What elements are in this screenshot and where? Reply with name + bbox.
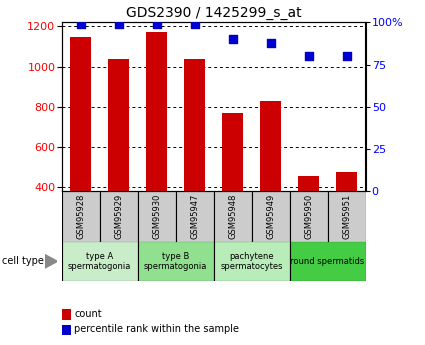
Bar xyxy=(70,37,91,268)
Text: round spermatids: round spermatids xyxy=(290,257,365,266)
Bar xyxy=(62,191,99,242)
Bar xyxy=(252,191,289,242)
Point xyxy=(343,53,350,59)
Text: GSM95949: GSM95949 xyxy=(266,194,275,239)
Bar xyxy=(213,241,289,281)
Point xyxy=(267,40,274,46)
Text: cell type: cell type xyxy=(2,256,44,266)
Text: GSM95930: GSM95930 xyxy=(152,194,161,239)
Bar xyxy=(108,59,129,268)
Point xyxy=(191,21,198,27)
Bar xyxy=(146,32,167,268)
Bar xyxy=(289,241,366,281)
Bar xyxy=(176,191,213,242)
Title: GDS2390 / 1425299_s_at: GDS2390 / 1425299_s_at xyxy=(126,6,301,20)
Bar xyxy=(138,191,176,242)
Bar xyxy=(222,113,243,268)
Point xyxy=(229,37,236,42)
Polygon shape xyxy=(45,254,57,268)
Bar xyxy=(289,191,328,242)
Bar xyxy=(213,191,252,242)
Bar xyxy=(138,241,213,281)
Bar xyxy=(184,59,205,268)
Text: GSM95928: GSM95928 xyxy=(76,194,85,239)
Text: GSM95947: GSM95947 xyxy=(190,194,199,239)
Point xyxy=(115,21,122,27)
Bar xyxy=(298,176,319,268)
Bar xyxy=(328,191,366,242)
Text: GSM95951: GSM95951 xyxy=(342,194,351,239)
Bar xyxy=(336,172,357,268)
Text: count: count xyxy=(74,309,102,319)
Text: percentile rank within the sample: percentile rank within the sample xyxy=(74,325,239,334)
Text: pachytene
spermatocytes: pachytene spermatocytes xyxy=(220,252,283,271)
Text: GSM95929: GSM95929 xyxy=(114,194,123,239)
Bar xyxy=(99,191,138,242)
Point xyxy=(305,53,312,59)
Bar xyxy=(62,241,138,281)
Bar xyxy=(260,101,281,268)
Text: type A
spermatogonia: type A spermatogonia xyxy=(68,252,131,271)
Text: type B
spermatogonia: type B spermatogonia xyxy=(144,252,207,271)
Point xyxy=(77,21,84,27)
Point xyxy=(153,21,160,27)
Text: GSM95948: GSM95948 xyxy=(228,194,237,239)
Text: GSM95950: GSM95950 xyxy=(304,194,313,239)
